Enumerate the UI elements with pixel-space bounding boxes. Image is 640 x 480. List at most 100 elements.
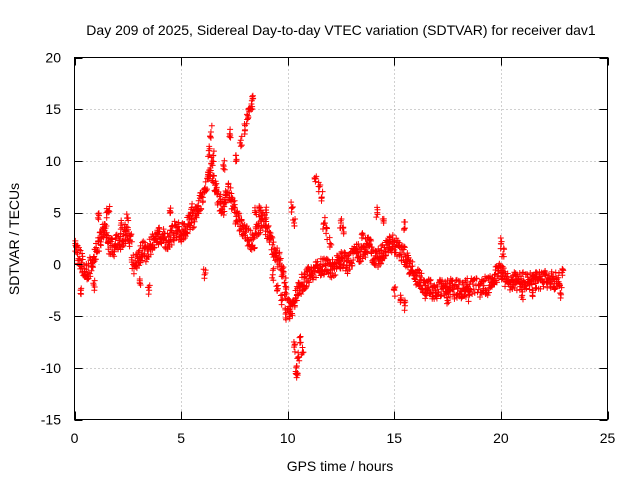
data-point	[251, 245, 258, 252]
data-point	[445, 299, 452, 306]
data-point	[188, 206, 195, 213]
data-point	[288, 208, 295, 215]
data-point	[280, 268, 287, 275]
data-point	[473, 275, 480, 282]
data-point	[524, 271, 531, 278]
data-point	[373, 249, 380, 256]
data-point	[145, 291, 152, 298]
data-point	[326, 234, 333, 241]
data-point	[106, 208, 113, 215]
data-point	[233, 156, 240, 163]
data-point	[368, 237, 375, 244]
data-point	[256, 203, 263, 210]
data-point	[418, 270, 425, 277]
data-point	[281, 279, 288, 286]
data-point	[321, 214, 328, 221]
data-point	[203, 186, 210, 193]
data-point	[319, 225, 326, 232]
data-point	[274, 282, 281, 289]
data-point	[221, 166, 228, 173]
data-point	[243, 120, 250, 127]
data-point	[221, 157, 228, 164]
data-point	[557, 295, 564, 302]
data-point	[422, 286, 429, 293]
x-tick-label: 0	[71, 430, 79, 446]
data-point	[345, 255, 352, 262]
data-point	[389, 232, 396, 239]
x-axis-label: GPS time / hours	[287, 458, 394, 474]
data-point	[191, 218, 198, 225]
data-point	[529, 287, 536, 294]
y-tick-label: 15	[45, 101, 61, 117]
data-point	[266, 229, 273, 236]
data-point	[339, 224, 346, 231]
data-point	[292, 215, 299, 222]
data-point	[201, 275, 208, 282]
data-point	[299, 349, 306, 356]
data-point	[247, 227, 254, 234]
data-point	[202, 267, 209, 274]
x-tick-label: 15	[387, 430, 403, 446]
data-point	[529, 293, 536, 300]
data-point	[265, 222, 272, 229]
data-point	[279, 265, 286, 272]
data-point	[138, 249, 145, 256]
data-point	[156, 228, 163, 235]
data-point	[480, 282, 487, 289]
data-point	[323, 225, 330, 232]
data-point	[499, 253, 506, 260]
data-point	[296, 357, 303, 364]
data-point	[401, 225, 408, 232]
grid-lines	[74, 57, 608, 420]
data-point	[79, 256, 86, 263]
data-point	[329, 256, 336, 263]
data-point	[374, 206, 381, 213]
data-point	[175, 223, 182, 230]
data-point	[350, 257, 357, 264]
data-point	[317, 182, 324, 189]
data-point	[491, 271, 498, 278]
data-point	[125, 226, 132, 233]
data-point	[84, 276, 91, 283]
data-point	[119, 224, 126, 231]
data-point	[283, 309, 290, 316]
data-point	[90, 280, 97, 287]
data-point	[237, 143, 244, 150]
data-point	[370, 256, 377, 263]
data-point	[277, 257, 284, 264]
data-point	[210, 173, 217, 180]
data-point	[349, 262, 356, 269]
data-point	[183, 229, 190, 236]
data-point	[245, 237, 252, 244]
data-point	[540, 283, 547, 290]
data-point	[537, 285, 544, 292]
data-point	[103, 223, 110, 230]
data-point	[247, 246, 254, 253]
x-tick-label: 20	[493, 430, 509, 446]
data-point	[465, 298, 472, 305]
data-point	[470, 286, 477, 293]
data-point	[95, 211, 102, 218]
data-point	[500, 245, 507, 252]
data-point	[418, 285, 425, 292]
data-point	[551, 284, 558, 291]
data-point	[356, 258, 363, 265]
data-point	[283, 284, 290, 291]
data-point	[122, 228, 128, 235]
data-point	[304, 277, 311, 284]
data-point	[401, 244, 408, 251]
data-point	[92, 256, 99, 263]
data-point	[409, 263, 416, 270]
data-point	[278, 301, 285, 308]
data-point	[391, 293, 398, 300]
data-point	[333, 263, 340, 270]
data-point	[519, 288, 526, 295]
data-point	[132, 263, 139, 270]
data-point	[398, 294, 405, 301]
data-point	[293, 297, 300, 304]
data-point	[282, 289, 289, 296]
data-point	[467, 286, 474, 293]
data-point	[77, 247, 84, 254]
data-point	[105, 209, 112, 216]
